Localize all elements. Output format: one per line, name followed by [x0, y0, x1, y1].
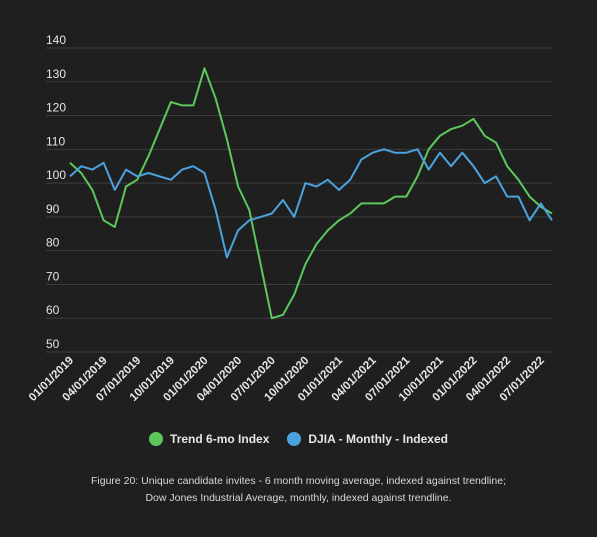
legend-label-trend: Trend 6-mo Index [170, 432, 270, 446]
legend-item-djia[interactable]: DJIA - Monthly - Indexed [287, 432, 448, 446]
legend-swatch-trend [149, 432, 164, 446]
y-tick-label: 140 [46, 33, 66, 47]
y-tick-label: 70 [46, 269, 60, 283]
caption-line-2: Dow Jones Industrial Average, monthly, i… [145, 492, 452, 504]
y-tick-label: 120 [46, 101, 66, 115]
x-axis-ticks: 01/01/201904/01/201907/01/201910/01/2019… [27, 354, 547, 404]
y-tick-label: 80 [46, 236, 60, 250]
y-tick-label: 90 [46, 202, 60, 216]
series-line-djia-monthly-indexed[interactable] [69, 148, 553, 259]
line-chart: 50 60 70 80 90 100 110 120 130 140 01/01/201904/0… [27, 33, 553, 404]
y-tick-label: 50 [46, 337, 60, 351]
y-tick-label: 60 [46, 303, 60, 317]
y-tick-label: 130 [46, 67, 66, 81]
figure-caption: Figure 20: Unique candidate invites - 6 … [0, 473, 597, 507]
legend-item-trend[interactable]: Trend 6-mo Index [149, 432, 269, 446]
legend-label-djia: DJIA - Monthly - Indexed [308, 432, 448, 446]
series-lines [69, 67, 553, 320]
y-tick-label: 110 [46, 134, 65, 148]
legend: Trend 6-mo Index DJIA - Monthly - Indexe… [0, 432, 597, 446]
y-axis-ticks: 50 60 70 80 90 100 110 120 130 140 [46, 33, 66, 351]
y-tick-label: 100 [46, 168, 66, 182]
series-line-trend-6mo-index[interactable] [69, 67, 553, 320]
legend-swatch-djia [287, 432, 302, 446]
caption-line-1: Figure 20: Unique candidate invites - 6 … [90, 475, 506, 487]
